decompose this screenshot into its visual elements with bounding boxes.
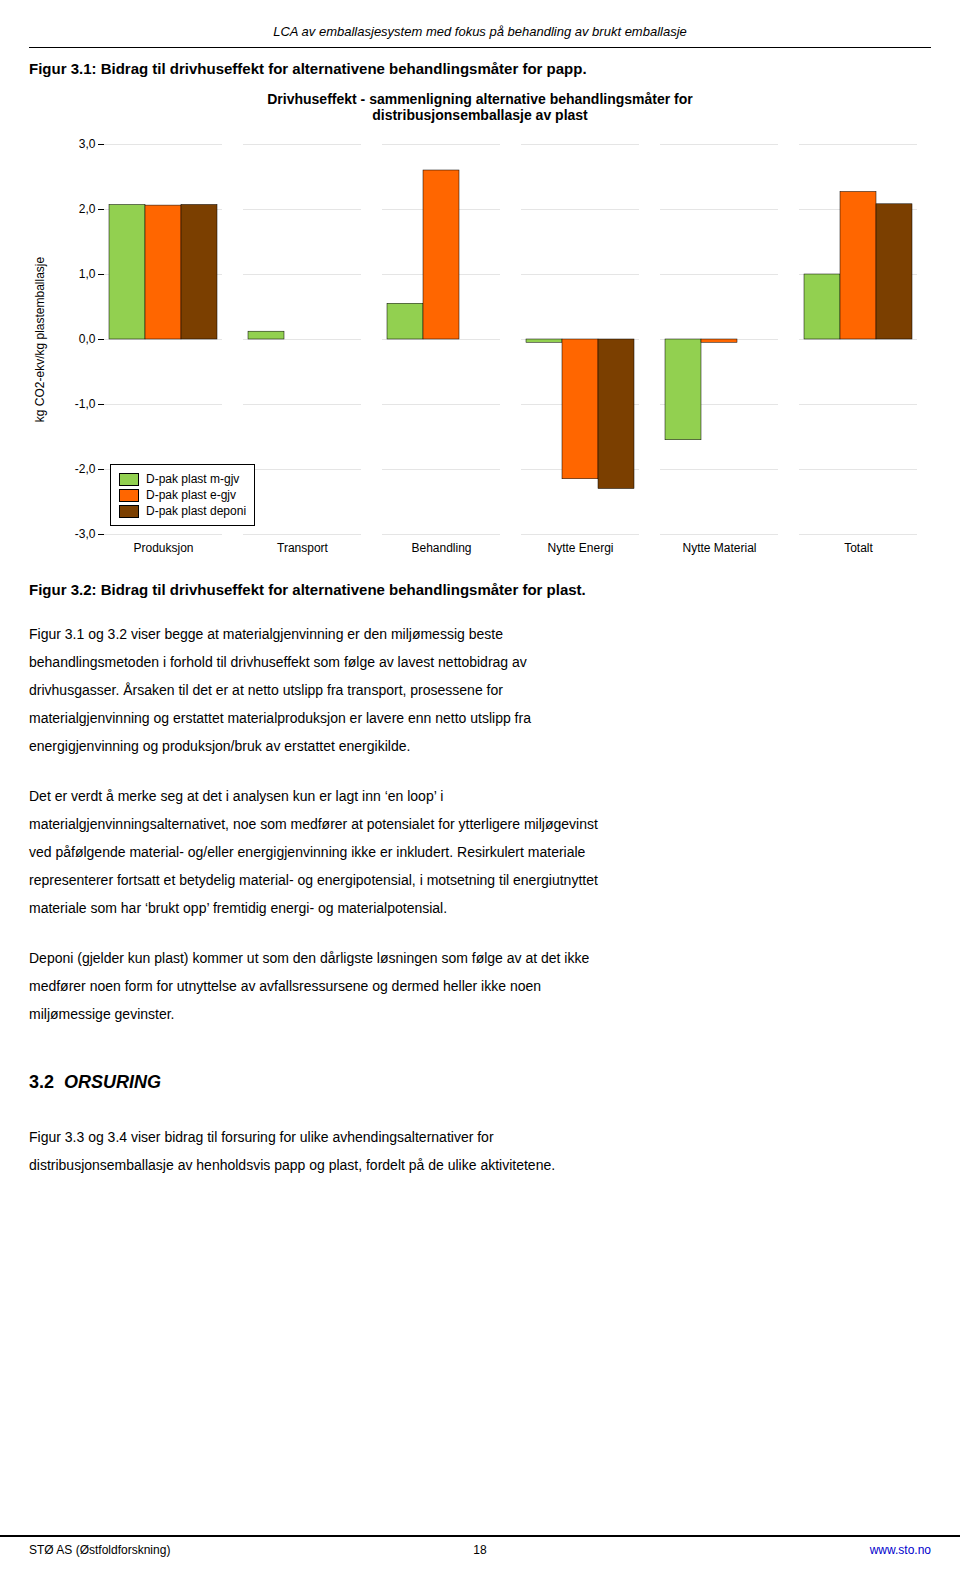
html-text:materiale som har ‘brukt opp’: materiale som har ‘brukt opp’ fremtidig …: [29, 900, 448, 916]
html-text:miljømessige gevinster.: miljømessige gevinster.: [29, 1006, 175, 1022]
svg-text:Behandling: Behandling: [411, 541, 471, 555]
svg-text:Produksjon: Produksjon: [133, 541, 193, 555]
html-text:STØ AS (Østfoldforskning): STØ AS (Østfoldforskning): [29, 1543, 171, 1557]
svg-text:0,0: 0,0: [79, 332, 96, 346]
html-text:Figur 3.1: Bidrag til drivhuse: Figur 3.1: Bidrag til drivhuseffekt for …: [29, 60, 587, 77]
html-text:Figur 3.2: Bidrag til drivhuse: Figur 3.2: Bidrag til drivhuseffekt for …: [29, 581, 586, 598]
html-text:3.2: 3.2: [29, 1072, 54, 1092]
html-text:materialgjenvinning og erstatt: materialgjenvinning og erstattet materia…: [29, 710, 531, 726]
svg-text:kg CO2-ekv/kg plastemballasje: kg CO2-ekv/kg plastemballasje: [33, 256, 47, 422]
svg-text:Totalt: Totalt: [844, 541, 873, 555]
html-text:www.sto.no: www.sto.no: [869, 1543, 931, 1557]
html-text:distribusjonsemballasje av hen: distribusjonsemballasje av henholdsvis p…: [29, 1157, 556, 1173]
html-text:energigjenvinning og produksjo: energigjenvinning og produksjon/bruk av …: [29, 738, 411, 754]
html-text:Figur 3.3 og 3.4 viser bidrag: Figur 3.3 og 3.4 viser bidrag til forsur…: [29, 1129, 494, 1145]
html-text:Deponi (gjelder kun plast) kom: Deponi (gjelder kun plast) kommer ut som…: [29, 950, 590, 966]
html-text:D-pak plast m-gjv: D-pak plast m-gjv: [146, 472, 240, 486]
html-text:representerer fortsatt et bety: representerer fortsatt et betydelig mate…: [29, 872, 598, 888]
svg-text:2,0: 2,0: [79, 202, 96, 216]
svg-text:Transport: Transport: [277, 541, 329, 555]
html-text:materialgjenvinningsalternativ: materialgjenvinningsalternativet, noe so…: [29, 816, 598, 832]
html-text:behandlingsmetoden i forhold t: behandlingsmetoden i forhold til drivhus…: [29, 654, 527, 670]
html-text:drivhusgasser. Årsaken til det: drivhusgasser. Årsaken til det er at net…: [29, 682, 503, 698]
html-text:18: 18: [473, 1543, 487, 1557]
svg-text:-2,0: -2,0: [75, 462, 96, 476]
svg-text:3,0: 3,0: [79, 137, 96, 151]
svg-text:-1,0: -1,0: [75, 397, 96, 411]
html-text:LCA av emballasjesystem med fo: LCA av emballasjesystem med fokus på beh…: [273, 24, 687, 39]
html-text:D-pak plast e-gjv: D-pak plast e-gjv: [146, 488, 236, 502]
svg-text:-3,0: -3,0: [75, 527, 96, 541]
svg-text:Nytte Energi: Nytte Energi: [547, 541, 613, 555]
html-text:D-pak plast deponi: D-pak plast deponi: [146, 504, 247, 518]
html-text:medfører noen form for utnytte: medfører noen form for utnyttelse av avf…: [29, 978, 541, 994]
html-text:ORSURING: ORSURING: [64, 1072, 161, 1092]
html-text:Drivhuseffekt - sammenligning: Drivhuseffekt - sammenligning alternativ…: [267, 91, 693, 123]
svg-text:1,0: 1,0: [79, 267, 96, 281]
html-text:Figur 3.1 og 3.2 viser begge a: Figur 3.1 og 3.2 viser begge at material…: [29, 626, 503, 642]
svg-text:Nytte Material: Nytte Material: [682, 541, 756, 555]
html-text:Det er verdt å merke seg at de: Det er verdt å merke seg at det i analys…: [29, 788, 444, 804]
html-text:ved påfølgende material- og/el: ved påfølgende material- og/eller energi…: [29, 844, 586, 860]
